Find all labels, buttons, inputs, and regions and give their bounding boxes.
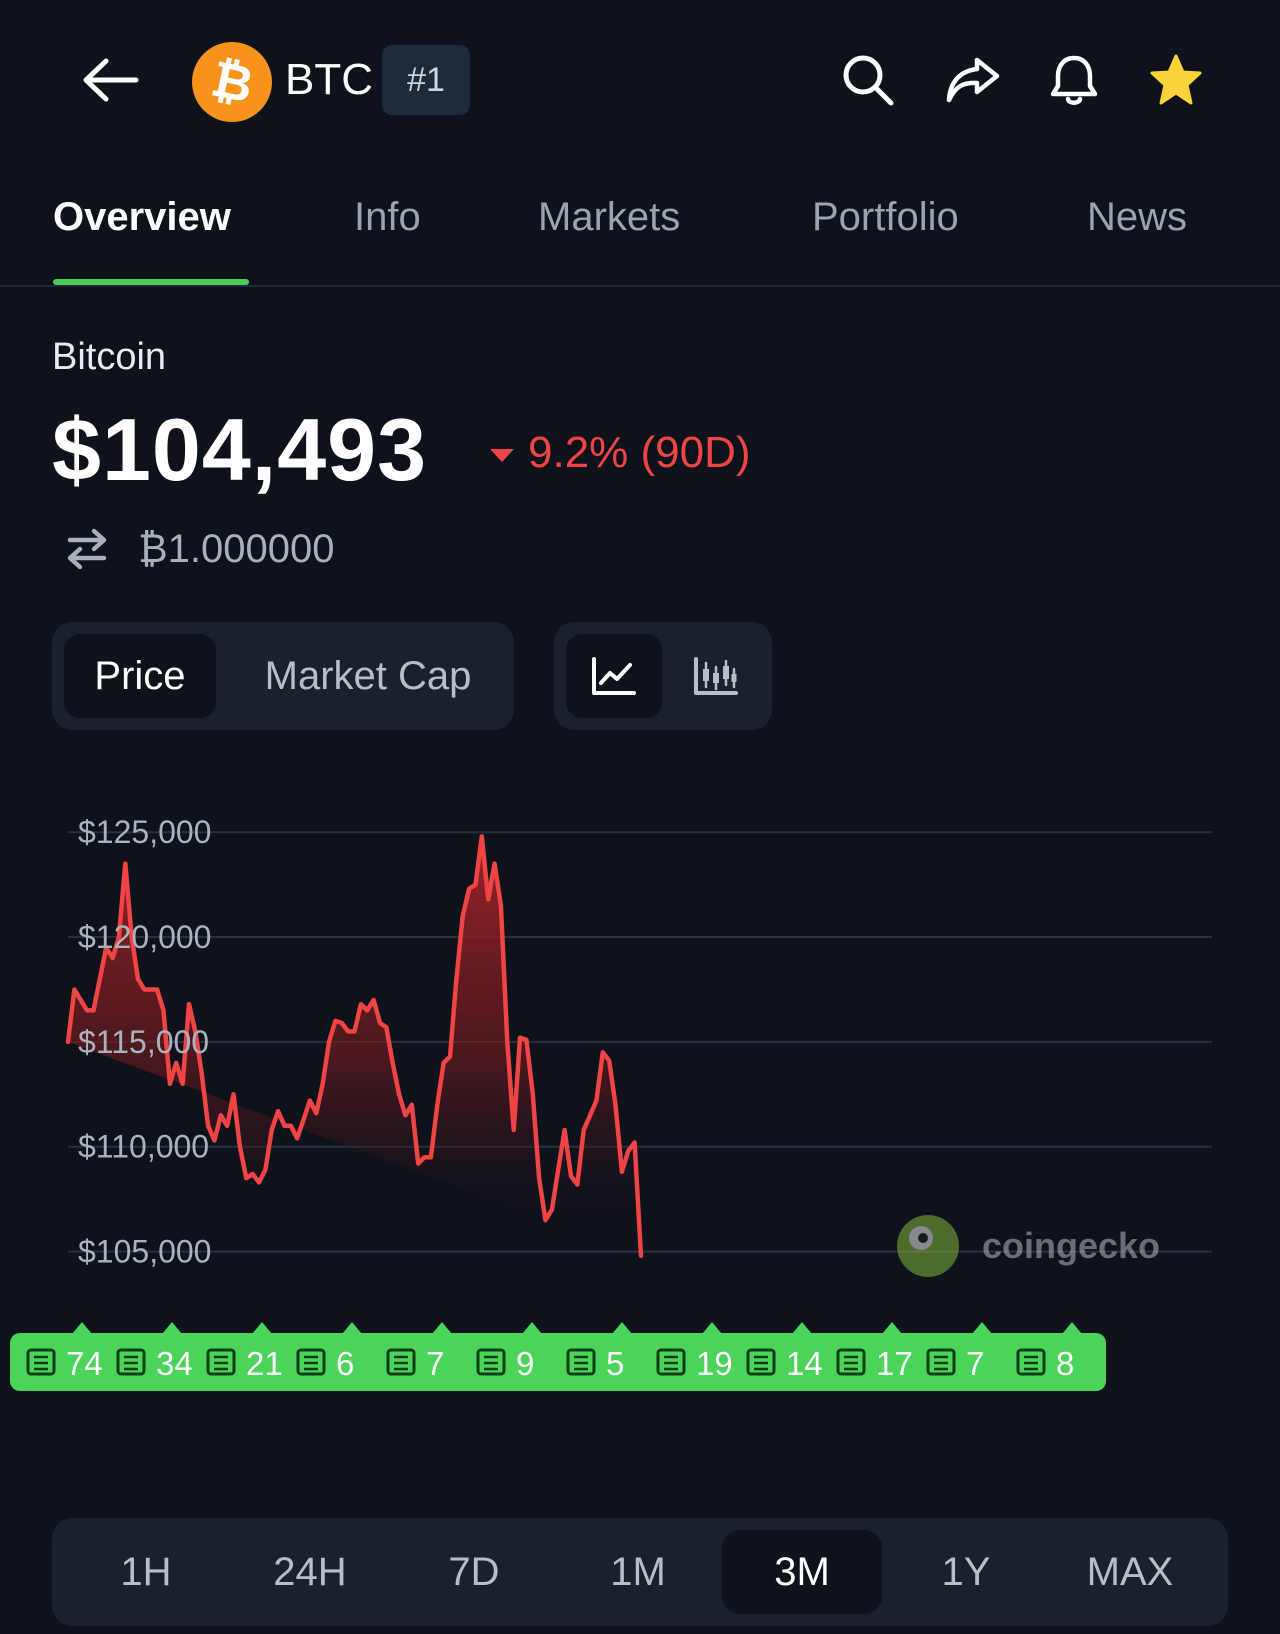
- coin-symbol: BTC: [285, 55, 373, 104]
- bell-icon: [1050, 55, 1098, 105]
- bitcoin-logo-icon: ₿: [192, 42, 272, 122]
- watermark-text: coingecko: [982, 1225, 1160, 1266]
- newspaper-icon: [746, 1348, 776, 1376]
- line-chart-icon: [592, 657, 636, 695]
- news-marker[interactable]: 9: [476, 1322, 542, 1382]
- newspaper-icon: [476, 1348, 506, 1376]
- price-change-value: 9.2% (90D): [528, 428, 751, 477]
- metric-toggle: Price Market Cap: [52, 622, 514, 730]
- watchlist-button[interactable]: [1144, 48, 1208, 112]
- time-range-selector: 1H 24H 7D 1M 3M 1Y MAX: [52, 1518, 1228, 1626]
- newspaper-icon: [1016, 1348, 1046, 1376]
- y-tick-label: $120,000: [78, 919, 211, 955]
- range-option-max[interactable]: MAX: [1086, 1549, 1174, 1594]
- newspaper-icon: [116, 1348, 146, 1376]
- news-marker[interactable]: 34: [116, 1322, 193, 1382]
- news-marker[interactable]: 14: [746, 1322, 823, 1382]
- chart-type-toggle: [554, 622, 772, 730]
- range-option-24h[interactable]: 24H: [273, 1549, 347, 1594]
- news-strip: 74 34 21 6 7 9 5 19 14: [10, 1322, 1106, 1391]
- coin-name: Bitcoin: [52, 336, 167, 378]
- newspaper-icon: [566, 1348, 596, 1376]
- tab-overview[interactable]: Overview: [53, 195, 231, 239]
- candlestick-chart-button[interactable]: [668, 634, 764, 718]
- news-marker[interactable]: 5: [566, 1322, 632, 1382]
- price-alert-button[interactable]: [1042, 48, 1106, 112]
- btc-conversion: ₿1.000000: [62, 524, 334, 574]
- range-option-1y[interactable]: 1Y: [941, 1549, 991, 1594]
- news-count: 21: [246, 1345, 283, 1382]
- news-marker[interactable]: 8: [1016, 1322, 1082, 1382]
- swap-arrows-icon: [67, 528, 107, 570]
- price-chart[interactable]: $125,000 $120,000 $115,000 $110,000 $105,000…: [0, 790, 1280, 1410]
- share-icon: [946, 57, 1000, 103]
- btc-conversion-value: ₿1.000000: [138, 526, 335, 571]
- newspaper-icon: [26, 1348, 56, 1376]
- app-header: ₿ BTC #1: [0, 0, 1280, 160]
- y-tick-label: $105,000: [78, 1234, 211, 1270]
- news-count: 7: [966, 1345, 984, 1382]
- coingecko-watermark: coingecko: [897, 1215, 1160, 1277]
- caret-down-icon: [490, 448, 514, 462]
- news-marker[interactable]: 7: [926, 1322, 992, 1382]
- newspaper-icon: [386, 1348, 416, 1376]
- tab-news[interactable]: News: [1087, 195, 1188, 239]
- range-option-7d[interactable]: 7D: [448, 1549, 500, 1594]
- news-count: 5: [606, 1345, 624, 1382]
- news-count: 8: [1056, 1345, 1074, 1382]
- news-marker[interactable]: 19: [656, 1322, 733, 1382]
- news-marker[interactable]: 7: [386, 1322, 452, 1382]
- news-count: 14: [786, 1345, 823, 1382]
- news-marker[interactable]: 74: [26, 1322, 103, 1382]
- news-count: 74: [66, 1345, 103, 1382]
- current-price: $104,493: [52, 400, 428, 499]
- price-area-fill: [68, 836, 641, 1256]
- y-tick-label: $110,000: [78, 1129, 209, 1165]
- market-cap-toggle-button[interactable]: Market Cap: [264, 653, 472, 698]
- newspaper-icon: [296, 1348, 326, 1376]
- newspaper-icon: [206, 1348, 236, 1376]
- news-marker[interactable]: 17: [836, 1322, 913, 1382]
- news-count: 19: [696, 1345, 733, 1382]
- y-tick-label: $125,000: [78, 814, 211, 850]
- back-arrow-icon: [83, 58, 139, 102]
- price-line: [65, 834, 644, 1259]
- news-count: 7: [426, 1345, 444, 1382]
- range-option-1h[interactable]: 1H: [120, 1549, 172, 1594]
- range-option-1m[interactable]: 1M: [610, 1549, 666, 1594]
- active-tab-indicator: [53, 279, 249, 285]
- newspaper-icon: [656, 1348, 686, 1376]
- newspaper-icon: [836, 1348, 866, 1376]
- tab-bar: Overview Info Markets Portfolio News: [0, 175, 1280, 287]
- back-button[interactable]: [70, 40, 150, 120]
- rank-badge: #1: [382, 45, 470, 115]
- news-strip-bar: [10, 1333, 1106, 1391]
- tab-info[interactable]: Info: [354, 195, 421, 239]
- star-icon: [1150, 54, 1202, 105]
- news-marker[interactable]: 6: [296, 1322, 362, 1382]
- news-count: 9: [516, 1345, 534, 1382]
- newspaper-icon: [926, 1348, 956, 1376]
- news-count: 17: [876, 1345, 913, 1382]
- tab-portfolio[interactable]: Portfolio: [812, 195, 959, 239]
- line-chart-button[interactable]: [566, 634, 662, 718]
- y-tick-label: $115,000: [78, 1024, 209, 1060]
- candlestick-chart-icon: [694, 657, 738, 695]
- range-option-3m[interactable]: 3M: [722, 1530, 882, 1614]
- news-count: 34: [156, 1345, 193, 1382]
- search-icon: [843, 55, 894, 106]
- price-toggle-button[interactable]: Price: [64, 634, 216, 718]
- share-button[interactable]: [940, 48, 1004, 112]
- news-count: 6: [336, 1345, 354, 1382]
- news-marker[interactable]: 21: [206, 1322, 283, 1382]
- price-change: 9.2% (90D): [490, 428, 751, 478]
- search-button[interactable]: [836, 48, 900, 112]
- tab-markets[interactable]: Markets: [538, 195, 681, 239]
